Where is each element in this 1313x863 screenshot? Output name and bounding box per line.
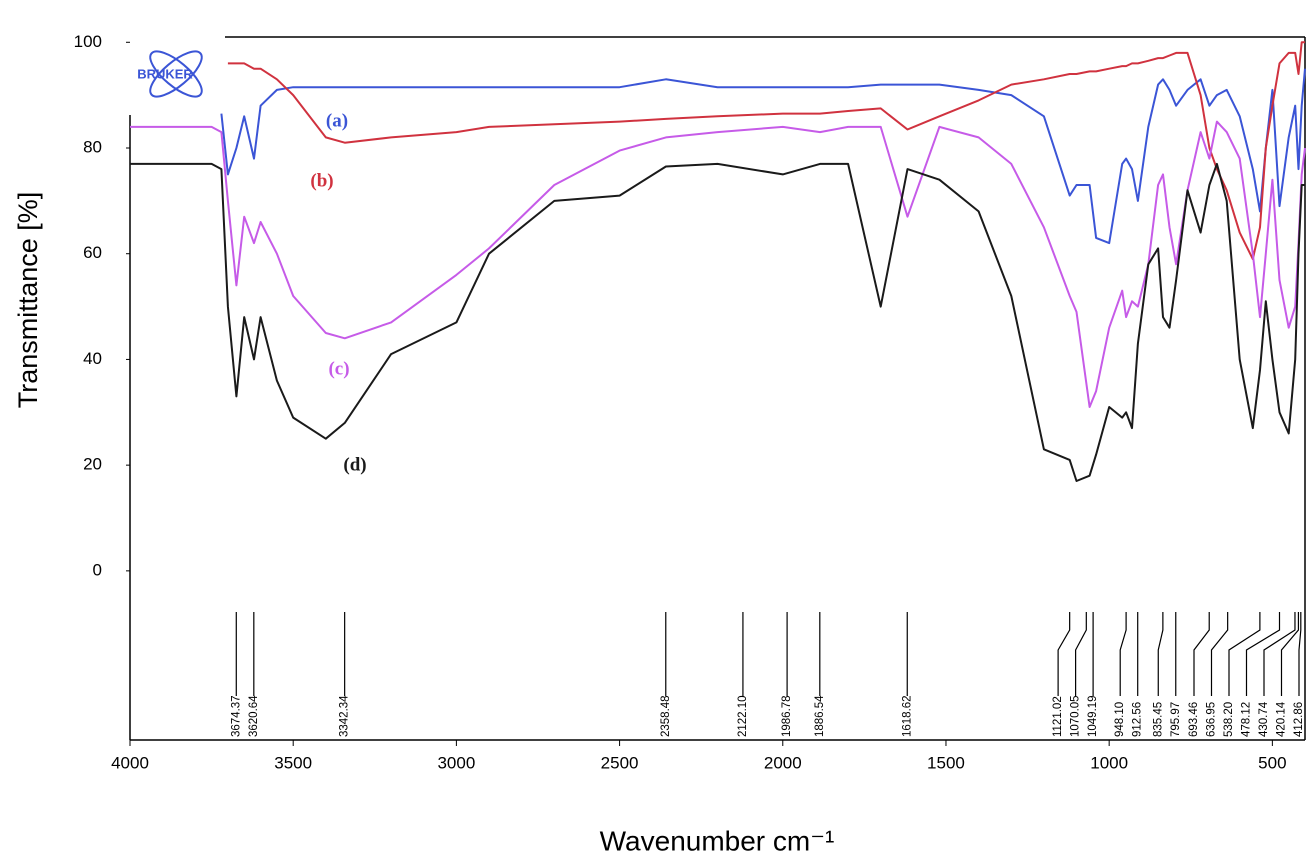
peak-label: 412.86 (1293, 702, 1305, 737)
x-tick-label: 3500 (274, 753, 312, 772)
peak-label: 948.10 (1114, 702, 1126, 737)
x-tick-label: 3000 (437, 753, 475, 772)
series-label: (d) (343, 454, 366, 475)
peak-label: 1070.05 (1070, 695, 1082, 737)
peak-marker (1057, 612, 1071, 696)
y-axis-label: Transmittance [%] (13, 192, 43, 409)
peak-label: 1121.02 (1052, 696, 1064, 737)
peak-marker (1228, 612, 1261, 696)
x-tick-label: 500 (1258, 753, 1286, 772)
peak-label: 3620.64 (248, 695, 260, 737)
peak-marker (1298, 612, 1302, 696)
peak-label: 795.97 (1170, 702, 1182, 737)
peak-label: 2358.48 (660, 695, 672, 737)
y-tick-label: 60 (83, 243, 102, 262)
peak-marker (1119, 612, 1127, 696)
x-tick-label: 2000 (764, 753, 802, 772)
y-tick-label: 0 (93, 560, 102, 579)
peak-marker (1157, 612, 1164, 696)
y-tick-label: 100 (74, 32, 102, 51)
peak-marker (1210, 612, 1229, 696)
peak-label: 538.20 (1223, 702, 1235, 737)
peak-label: 3342.34 (339, 695, 351, 737)
peak-label: 693.46 (1188, 702, 1200, 737)
peak-marker (1245, 612, 1281, 696)
series-label: (a) (326, 110, 348, 131)
series-label: (b) (310, 170, 333, 191)
peak-label: 1049.19 (1087, 695, 1099, 737)
spectrum-line (220, 68, 1306, 245)
x-tick-label: 2500 (601, 753, 639, 772)
y-tick-label: 20 (83, 455, 102, 474)
peak-label: 1886.54 (814, 695, 826, 737)
logo-text: BRUKER (137, 66, 193, 81)
y-tick-label: 40 (83, 349, 102, 368)
series-label: (c) (328, 358, 349, 379)
peak-label: 912.56 (1132, 702, 1144, 737)
peak-label: 636.95 (1206, 702, 1218, 737)
peak-label: 3674.37 (230, 695, 242, 737)
spectrum-line (130, 120, 1306, 408)
peak-label: 1986.78 (781, 695, 793, 737)
logo-orbit (149, 50, 203, 98)
spectrum-line (130, 162, 1305, 482)
peak-marker (1075, 612, 1087, 696)
x-tick-label: 1000 (1090, 753, 1128, 772)
peak-label: 430.74 (1258, 701, 1270, 737)
peak-marker (1280, 612, 1300, 696)
peak-marker (1193, 612, 1210, 696)
peak-label: 478.12 (1241, 702, 1253, 737)
peak-marker (1263, 612, 1296, 696)
peak-label: 835.45 (1152, 702, 1164, 737)
peak-label: 2122.10 (737, 695, 749, 737)
spectrum-line (227, 41, 1305, 260)
logo-orbit (149, 50, 203, 98)
logo: BRUKER (137, 50, 203, 98)
x-axis-label: Wavenumber cm⁻¹ (600, 825, 835, 856)
y-tick-label: 80 (83, 137, 102, 156)
peak-label: 420.14 (1276, 701, 1288, 737)
peak-label: 1618.62 (901, 695, 913, 737)
x-tick-label: 1500 (927, 753, 965, 772)
x-tick-label: 4000 (111, 753, 149, 772)
